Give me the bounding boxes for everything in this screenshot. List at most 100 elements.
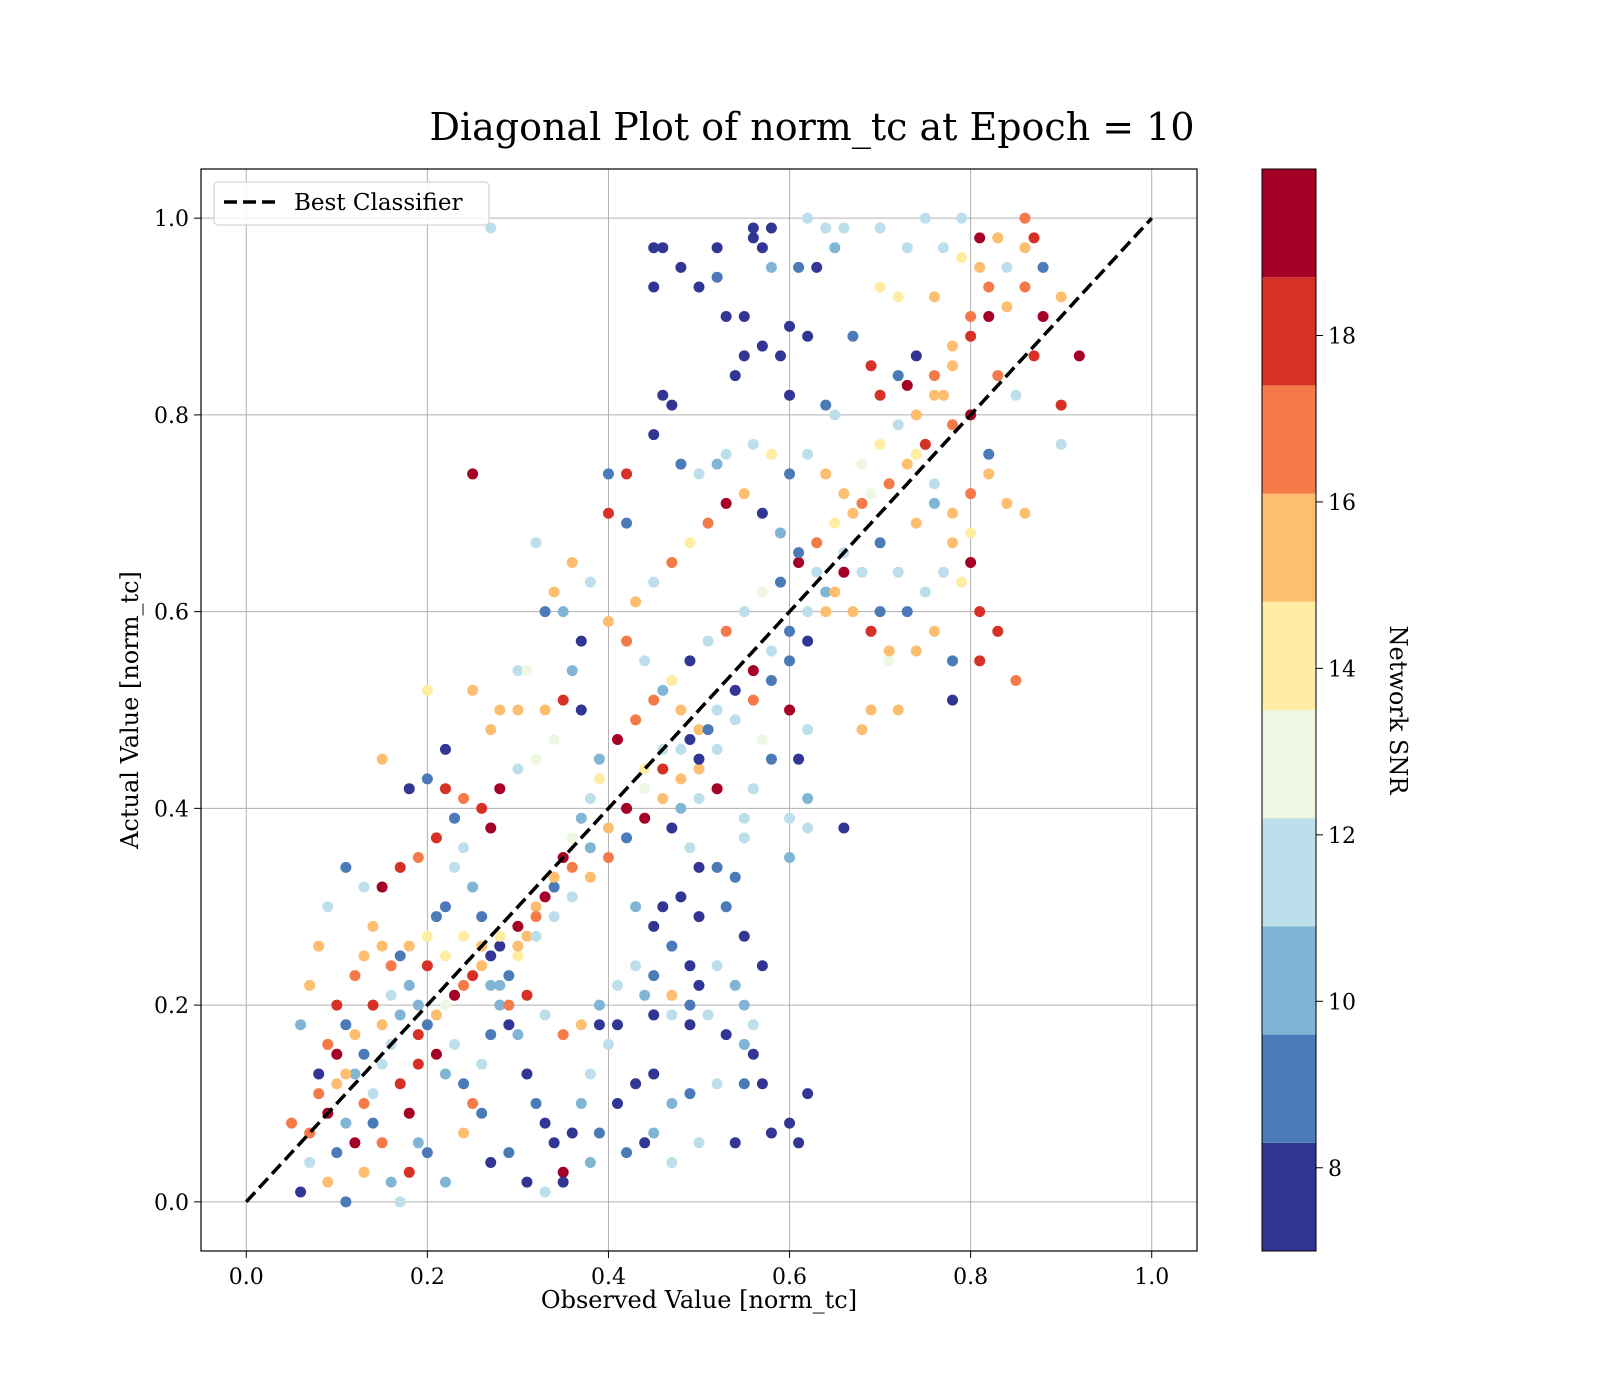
scatter-point bbox=[947, 360, 959, 372]
scatter-point bbox=[956, 576, 968, 588]
scatter-point bbox=[711, 960, 723, 972]
scatter-point bbox=[947, 694, 959, 706]
scatter-point bbox=[512, 704, 524, 716]
scatter-point bbox=[919, 212, 931, 224]
scatter-point bbox=[702, 517, 714, 529]
scatter-points bbox=[286, 212, 1085, 1208]
scatter-point bbox=[829, 586, 841, 598]
scatter-point bbox=[421, 960, 433, 972]
scatter-point bbox=[865, 704, 877, 716]
scatter-point bbox=[947, 419, 959, 431]
scatter-point bbox=[738, 812, 750, 824]
y-tick-label: 0.4 bbox=[154, 797, 189, 822]
scatter-point bbox=[874, 537, 886, 549]
scatter-point bbox=[376, 753, 388, 765]
scatter-point bbox=[811, 537, 823, 549]
scatter-point bbox=[449, 861, 461, 873]
scatter-point bbox=[874, 606, 886, 618]
scatter-point bbox=[476, 911, 488, 923]
scatter-point bbox=[521, 930, 533, 942]
scatter-point bbox=[693, 911, 705, 923]
scatter-point bbox=[530, 1097, 542, 1109]
scatter-point bbox=[720, 1029, 732, 1041]
scatter-point bbox=[784, 389, 796, 401]
scatter-point bbox=[403, 1107, 415, 1119]
scatter-point bbox=[648, 576, 660, 588]
scatter-point bbox=[928, 497, 940, 509]
scatter-point bbox=[666, 940, 678, 952]
scatter-point bbox=[747, 783, 759, 795]
scatter-point bbox=[439, 783, 451, 795]
scatter-point bbox=[548, 871, 560, 883]
scatter-point bbox=[802, 822, 814, 834]
scatter-point bbox=[593, 1019, 605, 1031]
scatter-point bbox=[693, 1137, 705, 1149]
scatter-point bbox=[584, 842, 596, 854]
scatter-point bbox=[793, 261, 805, 273]
scatter-point bbox=[657, 684, 669, 696]
scatter-point bbox=[430, 1048, 442, 1060]
scatter-point bbox=[593, 999, 605, 1011]
scatter-point bbox=[621, 802, 633, 814]
scatter-point bbox=[630, 596, 642, 608]
scatter-point bbox=[910, 645, 922, 657]
scatter-point bbox=[313, 940, 325, 952]
scatter-point bbox=[838, 488, 850, 500]
scatter-point bbox=[557, 694, 569, 706]
scatter-point bbox=[322, 1176, 334, 1188]
scatter-point bbox=[421, 930, 433, 942]
scatter-point bbox=[639, 783, 651, 795]
scatter-point bbox=[675, 891, 687, 903]
scatter-point bbox=[412, 852, 424, 864]
scatter-point bbox=[367, 999, 379, 1011]
plot-frame bbox=[200, 168, 1198, 1252]
scatter-point bbox=[539, 1009, 551, 1021]
scatter-point bbox=[530, 753, 542, 765]
scatter-point bbox=[621, 1147, 633, 1159]
scatter-point bbox=[901, 606, 913, 618]
scatter-point bbox=[467, 468, 479, 480]
scatter-point bbox=[521, 1068, 533, 1080]
scatter-point bbox=[648, 694, 660, 706]
scatter-point bbox=[602, 822, 614, 834]
axis-ticks: 0.0 0.2 0.4 0.6 0.8 1.0 0.0 0.2 0.4 0.6 0.8 1.0 bbox=[154, 207, 1169, 1290]
colorbar-bin bbox=[1262, 926, 1316, 1035]
scatter-point bbox=[892, 566, 904, 578]
scatter-point bbox=[702, 724, 714, 736]
scatter-point bbox=[539, 606, 551, 618]
scatter-point bbox=[928, 625, 940, 637]
scatter-point bbox=[711, 242, 723, 254]
scatter-point bbox=[358, 1097, 370, 1109]
scatter-point bbox=[802, 1088, 814, 1100]
scatter-point bbox=[648, 242, 660, 254]
scatter-point bbox=[910, 448, 922, 460]
scatter-point bbox=[648, 920, 660, 932]
scatter-point bbox=[403, 1166, 415, 1178]
scatter-point bbox=[548, 911, 560, 923]
scatter-point bbox=[693, 753, 705, 765]
scatter-point bbox=[702, 1009, 714, 1021]
scatter-point bbox=[774, 527, 786, 539]
scatter-point bbox=[358, 881, 370, 893]
scatter-point bbox=[421, 1147, 433, 1159]
scatter-point bbox=[947, 507, 959, 519]
scatter-point bbox=[639, 812, 651, 824]
scatter-point bbox=[412, 1137, 424, 1149]
scatter-point bbox=[1019, 281, 1031, 293]
scatter-point bbox=[947, 340, 959, 352]
scatter-point bbox=[856, 724, 868, 736]
scatter-point bbox=[458, 979, 470, 991]
scatter-point bbox=[394, 1078, 406, 1090]
scatter-point bbox=[666, 674, 678, 686]
scatter-point bbox=[566, 556, 578, 568]
scatter-point bbox=[458, 1078, 470, 1090]
scatter-point bbox=[1037, 261, 1049, 273]
scatter-point bbox=[838, 822, 850, 834]
scatter-point bbox=[947, 655, 959, 667]
scatter-point bbox=[657, 389, 669, 401]
scatter-point bbox=[974, 232, 986, 244]
scatter-point bbox=[684, 1088, 696, 1100]
scatter-point bbox=[612, 1097, 624, 1109]
scatter-point bbox=[684, 842, 696, 854]
scatter-point bbox=[820, 222, 832, 234]
